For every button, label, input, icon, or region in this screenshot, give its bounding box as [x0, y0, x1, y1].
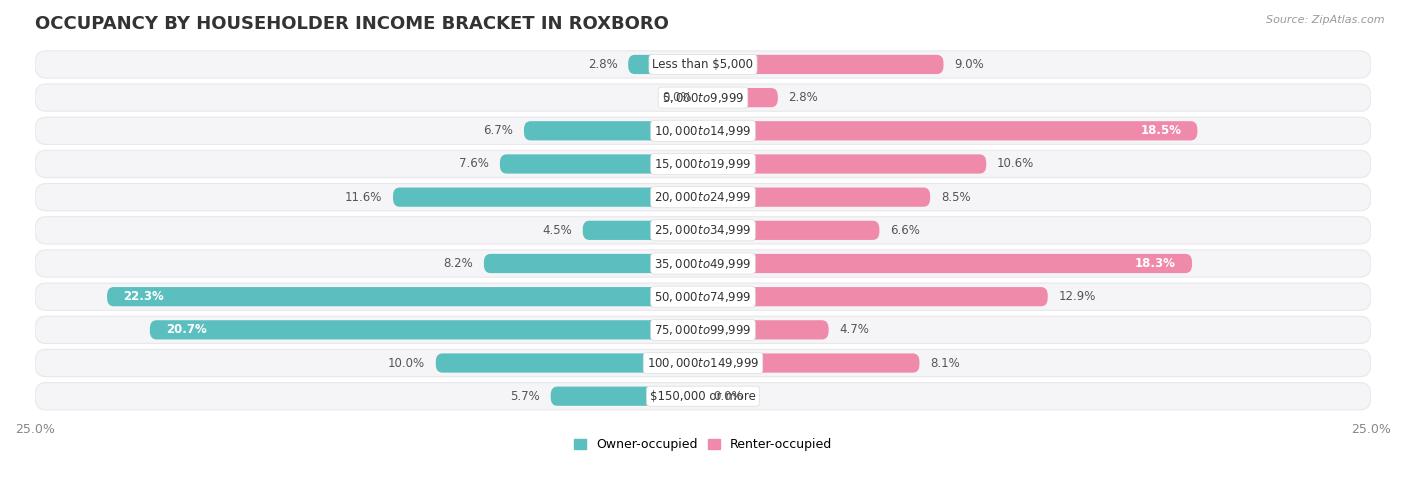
FancyBboxPatch shape	[35, 184, 1371, 211]
Text: $5,000 to $9,999: $5,000 to $9,999	[662, 90, 744, 104]
Text: 11.6%: 11.6%	[344, 191, 382, 204]
Text: 5.7%: 5.7%	[510, 390, 540, 403]
Text: $100,000 to $149,999: $100,000 to $149,999	[647, 356, 759, 370]
Text: $75,000 to $99,999: $75,000 to $99,999	[654, 323, 752, 337]
FancyBboxPatch shape	[628, 55, 703, 74]
FancyBboxPatch shape	[703, 221, 879, 240]
FancyBboxPatch shape	[35, 150, 1371, 177]
FancyBboxPatch shape	[501, 155, 703, 174]
Text: $25,000 to $34,999: $25,000 to $34,999	[654, 224, 752, 237]
FancyBboxPatch shape	[703, 320, 828, 340]
Text: 2.8%: 2.8%	[789, 91, 818, 104]
FancyBboxPatch shape	[484, 254, 703, 273]
Legend: Owner-occupied, Renter-occupied: Owner-occupied, Renter-occupied	[568, 434, 838, 456]
Text: 6.7%: 6.7%	[484, 124, 513, 138]
FancyBboxPatch shape	[150, 320, 703, 340]
FancyBboxPatch shape	[436, 353, 703, 373]
Text: $150,000 or more: $150,000 or more	[650, 390, 756, 403]
Text: 10.0%: 10.0%	[388, 357, 425, 369]
Text: $35,000 to $49,999: $35,000 to $49,999	[654, 257, 752, 271]
Text: 4.7%: 4.7%	[839, 323, 869, 336]
FancyBboxPatch shape	[551, 386, 703, 406]
FancyBboxPatch shape	[35, 283, 1371, 310]
Text: 10.6%: 10.6%	[997, 157, 1035, 171]
FancyBboxPatch shape	[703, 353, 920, 373]
FancyBboxPatch shape	[35, 316, 1371, 344]
Text: 18.3%: 18.3%	[1135, 257, 1175, 270]
FancyBboxPatch shape	[703, 188, 931, 207]
FancyBboxPatch shape	[703, 121, 1198, 140]
Text: $50,000 to $74,999: $50,000 to $74,999	[654, 290, 752, 304]
FancyBboxPatch shape	[35, 250, 1371, 277]
FancyBboxPatch shape	[394, 188, 703, 207]
FancyBboxPatch shape	[703, 254, 1192, 273]
Text: 20.7%: 20.7%	[166, 323, 207, 336]
Text: 18.5%: 18.5%	[1140, 124, 1181, 138]
Text: 4.5%: 4.5%	[543, 224, 572, 237]
Text: 9.0%: 9.0%	[955, 58, 984, 71]
Text: 8.1%: 8.1%	[931, 357, 960, 369]
Text: $10,000 to $14,999: $10,000 to $14,999	[654, 124, 752, 138]
Text: 12.9%: 12.9%	[1059, 290, 1095, 303]
Text: OCCUPANCY BY HOUSEHOLDER INCOME BRACKET IN ROXBORO: OCCUPANCY BY HOUSEHOLDER INCOME BRACKET …	[35, 15, 669, 33]
Text: 6.6%: 6.6%	[890, 224, 920, 237]
FancyBboxPatch shape	[703, 88, 778, 107]
FancyBboxPatch shape	[703, 287, 1047, 306]
FancyBboxPatch shape	[35, 217, 1371, 244]
Text: 22.3%: 22.3%	[124, 290, 165, 303]
FancyBboxPatch shape	[524, 121, 703, 140]
FancyBboxPatch shape	[582, 221, 703, 240]
Text: $20,000 to $24,999: $20,000 to $24,999	[654, 190, 752, 204]
Text: 0.0%: 0.0%	[662, 91, 692, 104]
Text: 2.8%: 2.8%	[588, 58, 617, 71]
FancyBboxPatch shape	[703, 155, 986, 174]
Text: 8.5%: 8.5%	[941, 191, 970, 204]
FancyBboxPatch shape	[35, 117, 1371, 144]
Text: Source: ZipAtlas.com: Source: ZipAtlas.com	[1267, 15, 1385, 25]
FancyBboxPatch shape	[35, 349, 1371, 377]
FancyBboxPatch shape	[35, 84, 1371, 111]
Text: 8.2%: 8.2%	[443, 257, 474, 270]
Text: 0.0%: 0.0%	[714, 390, 744, 403]
Text: 7.6%: 7.6%	[460, 157, 489, 171]
FancyBboxPatch shape	[703, 55, 943, 74]
Text: Less than $5,000: Less than $5,000	[652, 58, 754, 71]
FancyBboxPatch shape	[35, 382, 1371, 410]
FancyBboxPatch shape	[35, 51, 1371, 78]
Text: $15,000 to $19,999: $15,000 to $19,999	[654, 157, 752, 171]
FancyBboxPatch shape	[107, 287, 703, 306]
